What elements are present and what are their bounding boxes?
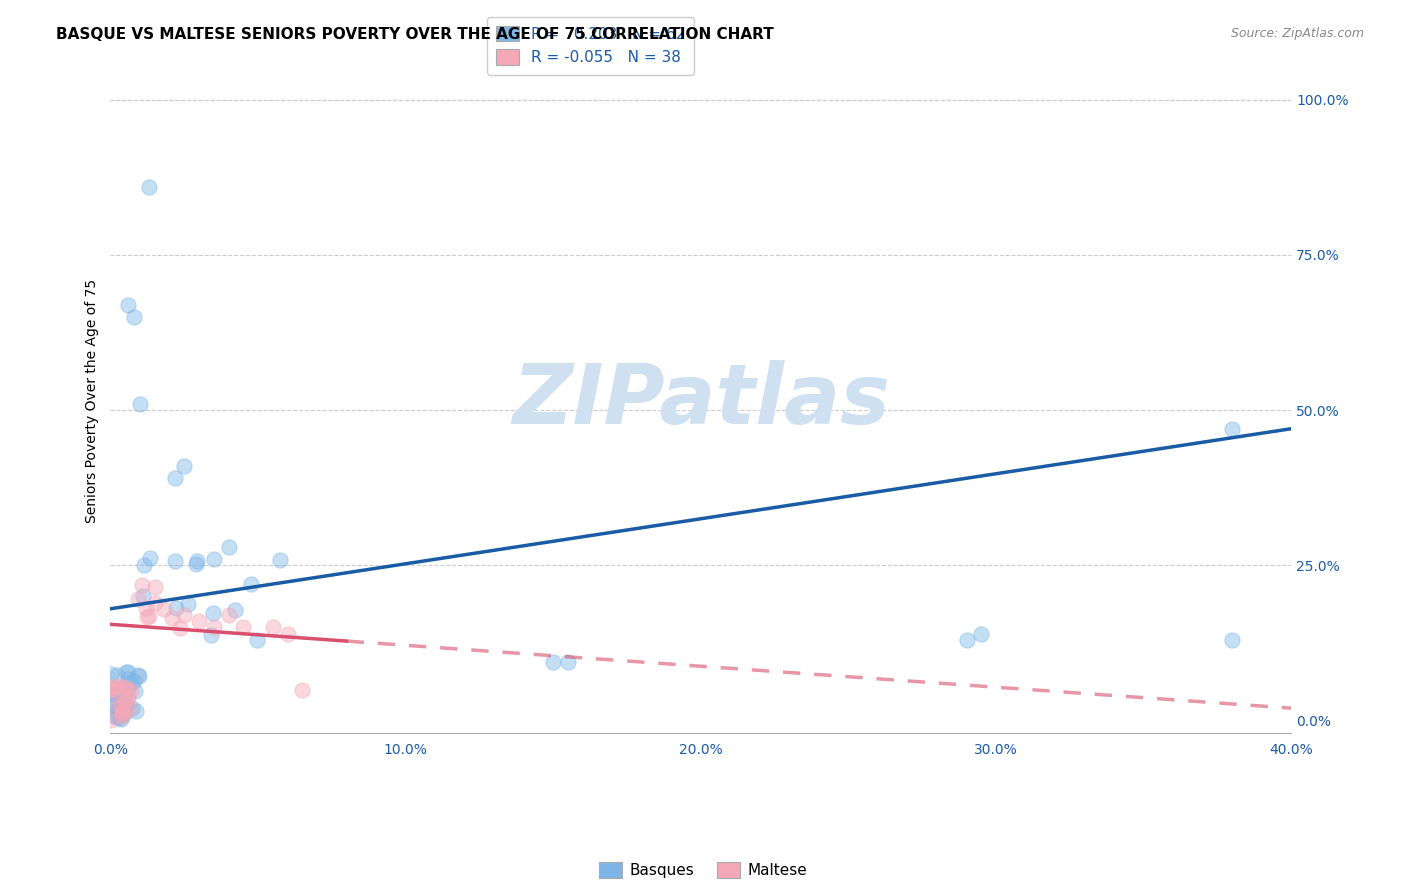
Point	[955, 632, 977, 647]
Point	[165, 471, 187, 485]
Point	[117, 683, 139, 698]
Y-axis label: Seniors Poverty Over the Age of 75: Seniors Poverty Over the Age of 75	[86, 278, 100, 523]
Point	[135, 610, 157, 624]
Point	[277, 626, 299, 640]
Point	[541, 655, 564, 669]
Point	[103, 681, 125, 695]
Point	[100, 666, 122, 681]
Point	[218, 607, 240, 622]
Point	[108, 711, 131, 725]
Point	[117, 665, 139, 680]
Point	[107, 679, 129, 693]
Point	[173, 458, 195, 473]
Point	[112, 694, 135, 708]
Point	[232, 620, 254, 634]
Point	[104, 704, 127, 718]
Point	[138, 608, 160, 623]
Point	[114, 665, 136, 679]
Point	[173, 607, 195, 622]
Point	[291, 682, 314, 697]
Point	[103, 696, 125, 710]
Point	[131, 590, 153, 604]
Point	[970, 626, 993, 640]
Point	[112, 680, 135, 694]
Point	[112, 706, 135, 721]
Point	[110, 687, 132, 701]
Point	[107, 683, 129, 698]
Point	[115, 698, 138, 712]
Point	[114, 681, 136, 695]
Point	[163, 554, 186, 568]
Point	[110, 712, 132, 726]
Point	[176, 597, 198, 611]
Point	[104, 698, 127, 712]
Point	[184, 557, 207, 571]
Point	[125, 705, 148, 719]
Point	[117, 297, 139, 311]
Point	[117, 693, 139, 707]
Point	[143, 596, 166, 610]
Legend: Basques, Maltese: Basques, Maltese	[592, 856, 814, 884]
Point	[105, 667, 128, 681]
Point	[138, 179, 160, 194]
Point	[127, 668, 149, 682]
Point	[127, 591, 149, 606]
Point	[122, 310, 145, 324]
Point	[104, 709, 127, 723]
Point	[101, 681, 124, 696]
Point	[143, 580, 166, 594]
Point	[128, 669, 150, 683]
Point	[105, 710, 128, 724]
Point	[111, 709, 134, 723]
Point	[111, 705, 134, 719]
Point	[117, 673, 139, 687]
Point	[104, 688, 127, 702]
Point	[202, 552, 225, 566]
Point	[131, 578, 153, 592]
Point	[262, 620, 284, 634]
Point	[202, 606, 225, 620]
Point	[152, 602, 174, 616]
Point	[200, 627, 222, 641]
Point	[169, 621, 191, 635]
Point	[1220, 632, 1243, 647]
Point	[122, 673, 145, 688]
Point	[108, 699, 131, 714]
Point	[120, 683, 142, 698]
Point	[100, 683, 122, 698]
Point	[160, 610, 183, 624]
Point	[110, 698, 132, 712]
Point	[120, 675, 142, 690]
Point	[100, 714, 122, 728]
Point	[202, 620, 225, 634]
Point	[117, 690, 139, 704]
Point	[224, 603, 246, 617]
Point	[111, 706, 134, 720]
Point	[134, 600, 156, 615]
Point	[108, 700, 131, 714]
Point	[110, 706, 132, 721]
Text: ZIPatlas: ZIPatlas	[512, 360, 890, 442]
Point	[124, 684, 146, 698]
Point	[188, 614, 211, 628]
Point	[139, 551, 162, 566]
Point	[101, 686, 124, 700]
Text: Source: ZipAtlas.com: Source: ZipAtlas.com	[1230, 27, 1364, 40]
Point	[269, 553, 291, 567]
Text: BASQUE VS MALTESE SENIORS POVERTY OVER THE AGE OF 75 CORRELATION CHART: BASQUE VS MALTESE SENIORS POVERTY OVER T…	[56, 27, 773, 42]
Point	[129, 397, 152, 411]
Point	[117, 702, 139, 716]
Point	[132, 558, 155, 572]
Point	[1220, 422, 1243, 436]
Point	[121, 700, 143, 714]
Point	[557, 655, 579, 669]
Point	[218, 540, 240, 554]
Point	[165, 601, 187, 615]
Point	[246, 632, 269, 647]
Point	[186, 554, 208, 568]
Point	[239, 577, 262, 591]
Point	[117, 681, 139, 695]
Point	[107, 698, 129, 712]
Point	[114, 694, 136, 708]
